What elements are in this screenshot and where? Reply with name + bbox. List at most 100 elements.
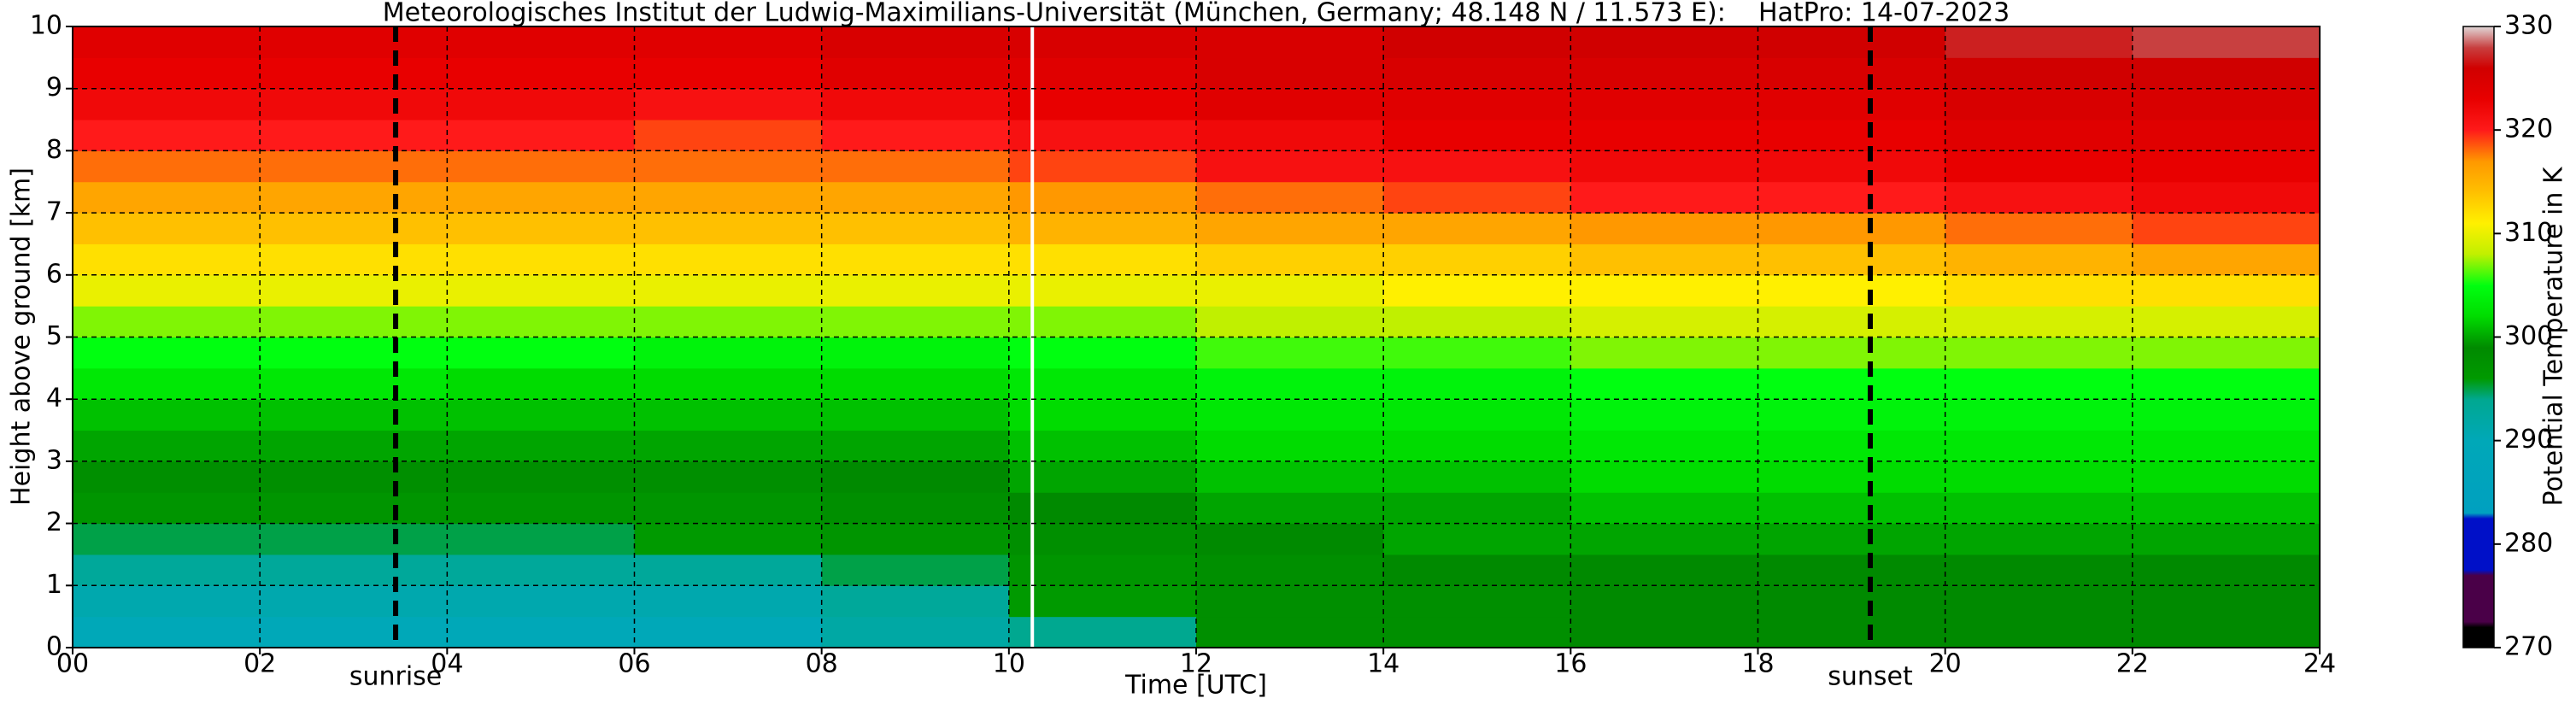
heatmap-cell: [73, 585, 261, 618]
heatmap-cell: [1383, 492, 1571, 525]
heatmap-cell: [447, 492, 635, 525]
colorbar-tick-label: 320: [2504, 114, 2553, 144]
heatmap-cell: [1570, 150, 1758, 183]
heatmap-cell: [1383, 585, 1571, 618]
heatmap-cell: [821, 150, 1010, 183]
heatmap-cell: [1570, 274, 1758, 307]
colorbar-segment: [2463, 98, 2494, 131]
heatmap-cell: [2132, 367, 2321, 400]
heatmap-cell: [1196, 337, 1384, 369]
heatmap-cell: [1196, 367, 1384, 400]
heatmap-cell: [1570, 120, 1758, 151]
colorbar-segment: [2463, 570, 2494, 576]
heatmap-cell: [1008, 337, 1197, 369]
heatmap-cell: [1945, 243, 2133, 276]
heatmap-cell: [1570, 337, 1758, 369]
heatmap-cell: [2132, 243, 2321, 276]
colorbar-tick-label: 270: [2504, 632, 2553, 662]
heatmap-cell: [447, 88, 635, 120]
heatmap-cell: [821, 337, 1010, 369]
heatmap-cell: [1196, 120, 1384, 151]
heatmap-cell: [634, 181, 823, 214]
heatmap-cell: [634, 523, 823, 555]
heatmap-cell: [1570, 213, 1758, 244]
colorbar-tick-label: 300: [2504, 321, 2553, 351]
heatmap-cell: [1757, 274, 1946, 307]
colorbar-tick-label: 330: [2504, 11, 2553, 41]
heatmap-cell: [821, 616, 1010, 648]
heatmap-cell: [1757, 585, 1946, 618]
heatmap-cell: [821, 274, 1010, 307]
heatmap-cell: [447, 57, 635, 90]
x-tick-label: 12: [1180, 649, 1212, 679]
heatmap-cell: [1196, 57, 1384, 90]
heatmap-cell: [2132, 274, 2321, 307]
colorbar-segment: [2463, 285, 2494, 317]
heatmap-cell: [73, 274, 261, 307]
y-tick-label: 8: [46, 135, 62, 165]
heatmap-cell: [1757, 554, 1946, 586]
event-label: sunrise: [349, 662, 442, 692]
y-tick-label: 0: [46, 632, 62, 662]
heatmap-cell: [260, 306, 448, 337]
heatmap-cell: [73, 243, 261, 276]
colorbar-segment: [2463, 378, 2494, 400]
heatmap-cell: [2132, 88, 2321, 120]
heatmap-cell: [1008, 213, 1197, 244]
heatmap-cell: [1196, 523, 1384, 555]
y-tick-label: 2: [46, 507, 62, 537]
heatmap-cell: [634, 57, 823, 90]
heatmap-cell: [73, 150, 261, 183]
heatmap-cell: [1945, 585, 2133, 618]
heatmap-cell: [1757, 337, 1946, 369]
heatmap-cell: [1196, 213, 1384, 244]
colorbar-label: Potential Temperature in K: [2539, 166, 2569, 506]
heatmap-cell: [634, 150, 823, 183]
heatmap-cell: [634, 337, 823, 369]
heatmap-cell: [821, 306, 1010, 337]
colorbar-tick-label: 310: [2504, 218, 2553, 248]
colorbar-segment: [2463, 254, 2494, 286]
heatmap-cell: [447, 274, 635, 307]
heatmap-cell: [1757, 213, 1946, 244]
heatmap-cell: [73, 399, 261, 431]
heatmap-cell: [1570, 554, 1758, 586]
heatmap-cell: [1757, 616, 1946, 648]
colorbar-segment: [2463, 626, 2494, 648]
heatmap-cell: [1945, 367, 2133, 400]
heatmap-cell: [1383, 306, 1571, 337]
x-axis-label: Time [UTC]: [1124, 671, 1267, 701]
heatmap-cell: [1196, 181, 1384, 214]
heatmap-cell: [1757, 430, 1946, 462]
heatmap-cell: [260, 274, 448, 307]
heatmap-cell: [1945, 213, 2133, 244]
heatmap-cell: [634, 399, 823, 431]
heatmap-cell: [73, 430, 261, 462]
heatmap-cell: [73, 181, 261, 214]
heatmap-cell: [1945, 120, 2133, 151]
heatmap-cell: [821, 367, 1010, 400]
heatmap-cell: [1945, 461, 2133, 493]
heatmap-cell: [1196, 243, 1384, 276]
heatmap-cell: [634, 26, 823, 58]
heatmap-cell: [1383, 150, 1571, 183]
colorbar-segment: [2463, 347, 2494, 379]
heatmap-cell: [634, 367, 823, 400]
heatmap-cell: [73, 523, 261, 555]
heatmap-cell: [73, 213, 261, 244]
x-tick-label: 14: [1367, 649, 1399, 679]
heatmap-cell: [1945, 430, 2133, 462]
x-tick-label: 10: [993, 649, 1025, 679]
x-tick-label: 04: [431, 649, 463, 679]
heatmap-cell: [1757, 26, 1946, 58]
y-tick-label: 3: [46, 445, 62, 475]
colorbar-segment: [2463, 440, 2494, 513]
y-tick-label: 5: [46, 321, 62, 351]
heatmap-cell: [1196, 399, 1384, 431]
heatmap-cell: [634, 461, 823, 493]
heatmap-cell: [1196, 274, 1384, 307]
colorbar-segment: [2463, 621, 2494, 628]
heatmap-cell: [1570, 461, 1758, 493]
heatmap-cell: [260, 461, 448, 493]
